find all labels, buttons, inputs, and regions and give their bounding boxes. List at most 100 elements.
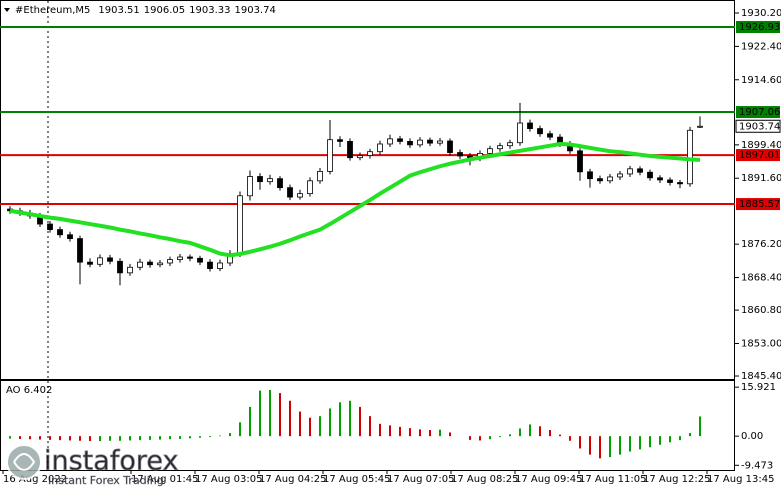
- candle-body: [587, 171, 593, 180]
- candle-body: [207, 261, 213, 269]
- indicator-panel-frame: [0, 380, 735, 471]
- ohlc-value: 1906.05: [144, 5, 185, 16]
- candle-body: [417, 139, 423, 146]
- candle-body: [117, 260, 123, 274]
- y-tick-label: 15.921: [741, 382, 776, 393]
- y-tick-label: 1845.40: [741, 371, 781, 382]
- candle-body: [237, 195, 243, 254]
- candle-body: [577, 150, 583, 173]
- ohlc-value: 1903.33: [189, 5, 230, 16]
- candle-body: [647, 171, 653, 179]
- candle-body: [57, 229, 63, 236]
- candle-body: [627, 168, 633, 175]
- candle-body: [597, 178, 603, 182]
- candle-body: [497, 145, 503, 150]
- candle-body: [537, 128, 543, 135]
- y-tick-label: 1922.40: [741, 41, 781, 52]
- plot: 1930.20 1922.40 1914.60 1899.40 1891.60 1876.…: [0, 8, 781, 485]
- candle-body: [127, 266, 133, 274]
- level-label: 1897.01: [739, 150, 780, 161]
- candle-body: [327, 139, 333, 172]
- candle-body: [307, 180, 313, 195]
- candle-body: [97, 257, 103, 265]
- candle-body: [287, 187, 293, 198]
- x-tick-label: 17 Aug 08:25: [451, 474, 518, 485]
- candle-body: [347, 141, 353, 159]
- candle-body: [367, 151, 373, 156]
- candle-body: [377, 143, 383, 153]
- y-tick-label: 1914.60: [741, 75, 781, 86]
- candle-body: [667, 179, 673, 183]
- level-box: [736, 198, 780, 211]
- symbol: #Ethereum,M5: [15, 5, 90, 16]
- candle-body: [527, 122, 533, 129]
- x-tick-label: 17 Aug 07:05: [387, 474, 454, 485]
- candle-body: [217, 262, 223, 269]
- candle-body: [407, 141, 413, 146]
- candle-body: [197, 257, 203, 263]
- level-box: [736, 149, 780, 162]
- level-box: [736, 106, 780, 119]
- y-tick-label: 1860.80: [741, 305, 781, 316]
- x-tick-label: 17 Aug 09:45: [515, 474, 582, 485]
- candle-body: [697, 125, 703, 128]
- level-label: 1907.06: [739, 107, 780, 118]
- moving-average: [9, 141, 701, 258]
- y-tick-label: -9.473: [741, 460, 773, 471]
- x-tick-label: 17 Aug 12:25: [643, 474, 710, 485]
- indicator-title: AO 6.402: [6, 385, 52, 396]
- candle-body: [297, 193, 303, 198]
- candle-body: [637, 168, 643, 173]
- y-tick-label: 1876.20: [741, 239, 781, 250]
- candle-body: [607, 176, 613, 182]
- candle-body: [277, 178, 283, 189]
- candle-body: [267, 178, 273, 183]
- main-panel-frame: [0, 0, 735, 380]
- last-price-label: 1903.74: [739, 121, 780, 132]
- x-tick-label: 17 Aug 13:45: [707, 474, 774, 485]
- level-label: 1926.93: [739, 22, 780, 33]
- candle-body: [167, 259, 173, 264]
- x-tick-label: 16 Aug 2022: [3, 474, 67, 485]
- candle-body: [687, 129, 693, 185]
- candle-body: [617, 173, 623, 178]
- candle-body: [317, 170, 323, 182]
- menu-arrow: [4, 8, 10, 12]
- candle-body: [427, 139, 433, 144]
- candle-body: [517, 122, 523, 144]
- x-tick-label: 17 Aug 04:25: [259, 474, 326, 485]
- candle-body: [177, 256, 183, 260]
- candle-body: [507, 142, 513, 147]
- level-box: [736, 20, 780, 33]
- logo-mark: [13, 453, 36, 471]
- y-tick-label: 1899.40: [741, 140, 781, 151]
- brand: instaforex: [44, 446, 178, 477]
- candle-body: [677, 182, 683, 185]
- y-tick-label: 1930.20: [741, 8, 781, 19]
- candle-body: [437, 140, 443, 144]
- tagline: Instant Forex Trading: [48, 474, 164, 487]
- y-tick-label: 1868.40: [741, 273, 781, 284]
- candle-body: [147, 261, 153, 266]
- x-tick-label: 17 Aug 11:05: [579, 474, 646, 485]
- candle-body: [47, 223, 53, 231]
- candle-body: [257, 176, 263, 183]
- logo: [6, 444, 42, 480]
- candle-body: [547, 133, 553, 138]
- candle-body: [457, 152, 463, 157]
- candle-body: [107, 257, 113, 262]
- candle-body: [357, 155, 363, 159]
- candle-body: [187, 256, 193, 259]
- candle-body: [157, 262, 163, 266]
- candle-body: [137, 261, 143, 268]
- x-tick-label: 17 Aug 01:45: [131, 474, 198, 485]
- x-tick-label: 17 Aug 03:05: [195, 474, 262, 485]
- candle-body: [77, 238, 83, 263]
- header: #Ethereum,M5 1903.51 1906.05 1903.33 1903.74: [15, 5, 276, 16]
- ohlc-value: 1903.74: [234, 5, 275, 16]
- candle-body: [87, 261, 93, 265]
- candle-body: [247, 176, 253, 197]
- candle-body: [337, 139, 343, 142]
- x-tick-label: 17 Aug 05:45: [323, 474, 390, 485]
